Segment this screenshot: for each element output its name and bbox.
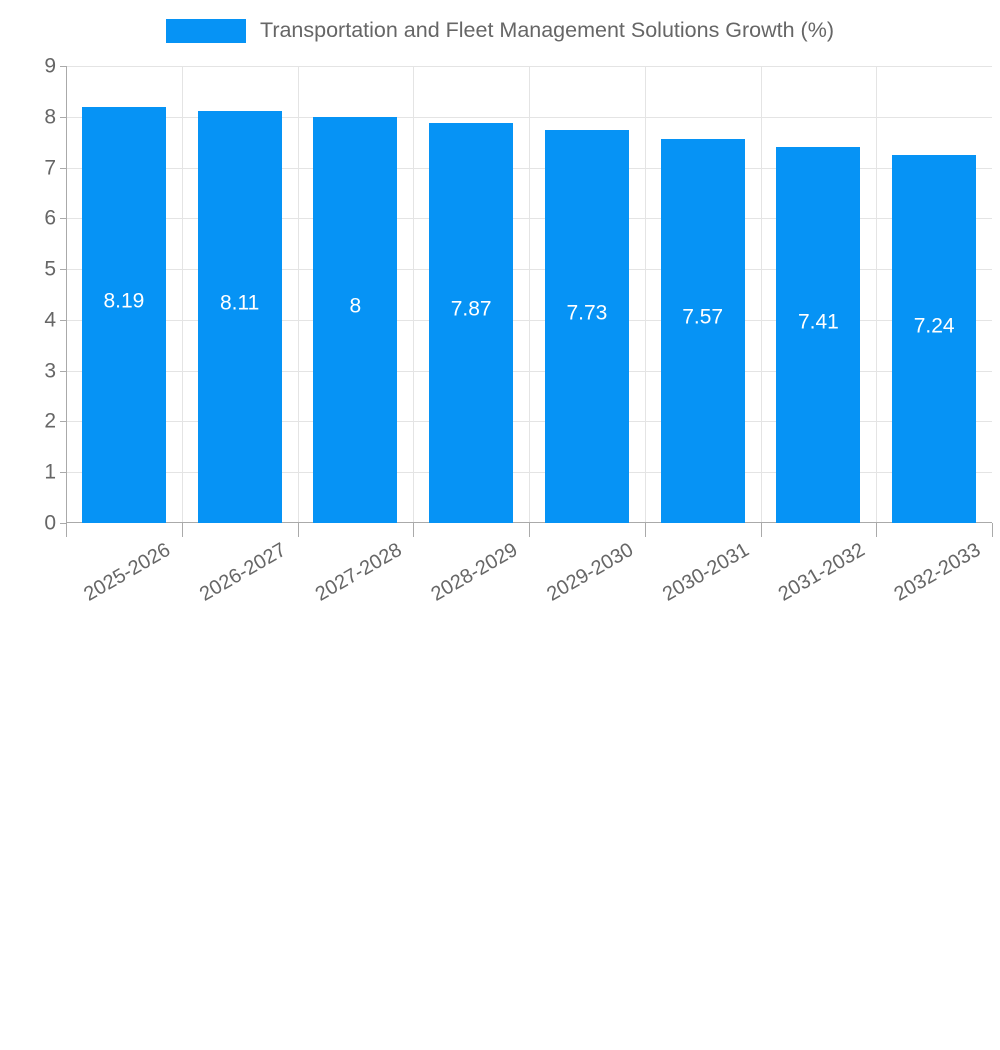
bar-value-label: 8.11 xyxy=(219,291,260,315)
y-axis-tick-label: 0 xyxy=(44,511,56,535)
y-axis-tick-label: 4 xyxy=(44,308,56,332)
y-axis-tick-label: 9 xyxy=(44,54,56,78)
bar[interactable] xyxy=(776,146,861,523)
x-axis-tick-label: 2026-2027 xyxy=(196,538,290,606)
gridline-vertical xyxy=(645,66,646,523)
y-axis-tick-label: 8 xyxy=(44,105,56,129)
bar-value-label: 8 xyxy=(349,294,362,318)
y-axis-line xyxy=(66,66,67,523)
gridline-vertical xyxy=(182,66,183,523)
bar-value-label: 7.57 xyxy=(682,305,724,329)
x-axis-tick-mark xyxy=(645,523,646,537)
x-axis-tick-label: 2028-2029 xyxy=(427,538,522,606)
x-axis-tick-label: 2031-2032 xyxy=(774,538,869,606)
x-axis-tick-mark xyxy=(66,523,67,537)
x-axis-tick-label: 2027-2028 xyxy=(311,538,406,606)
bar-value-label: 7.41 xyxy=(797,310,839,334)
x-axis-tick-mark xyxy=(761,523,762,537)
bar-value-label: 8.19 xyxy=(103,289,145,312)
gridline-vertical xyxy=(413,66,414,523)
y-axis-tick-label: 1 xyxy=(44,460,56,484)
gridline-vertical xyxy=(298,66,299,523)
x-axis-tick-mark xyxy=(413,523,414,537)
bar-chart: Transportation and Fleet Management Solu… xyxy=(0,12,1000,606)
x-axis-tick-mark xyxy=(992,523,993,537)
legend-label: Transportation and Fleet Management Solu… xyxy=(259,18,834,43)
plot-area: 8.19 8.11 8 7.87 7.73 7.57 7.41 7.24 xyxy=(66,66,992,523)
x-axis-tick-label: 2032-2033 xyxy=(890,538,985,606)
legend-item-0[interactable]: Transportation and Fleet Management Solu… xyxy=(165,18,834,43)
y-axis-tick-label: 3 xyxy=(44,359,56,383)
y-axis-tick-label: 7 xyxy=(44,156,56,180)
bar[interactable] xyxy=(313,116,398,523)
chart-legend: Transportation and Fleet Management Solu… xyxy=(0,12,1000,50)
x-axis-tick-mark xyxy=(298,523,299,537)
x-axis-tick-label: 2025-2026 xyxy=(80,538,175,606)
bar[interactable] xyxy=(660,138,745,523)
x-axis-tick-label: 2030-2031 xyxy=(659,538,753,606)
x-axis-tick-mark xyxy=(876,523,877,537)
bar[interactable] xyxy=(892,155,977,523)
bar-value-label: 7.24 xyxy=(913,314,955,338)
x-axis-tick-mark xyxy=(529,523,530,537)
x-axis-tick-label: 2029-2030 xyxy=(543,538,638,606)
gridline-vertical xyxy=(761,66,762,523)
legend-color-swatch-icon xyxy=(165,19,246,43)
gridline-vertical xyxy=(529,66,530,523)
x-axis-tick-mark xyxy=(182,523,183,537)
y-axis-tick-mark xyxy=(60,523,66,524)
gridline-vertical xyxy=(876,66,877,523)
bar-value-label: 7.87 xyxy=(450,297,492,321)
bar-value-label: 7.73 xyxy=(566,301,608,325)
bar[interactable] xyxy=(544,130,629,523)
y-axis-tick-label: 5 xyxy=(44,257,56,281)
bar[interactable] xyxy=(197,111,282,523)
bar[interactable] xyxy=(429,123,514,523)
y-axis-tick-label: 2 xyxy=(44,409,56,433)
y-axis-tick-label: 6 xyxy=(44,206,56,230)
x-axis-line xyxy=(66,522,992,523)
bar[interactable] xyxy=(81,107,166,523)
